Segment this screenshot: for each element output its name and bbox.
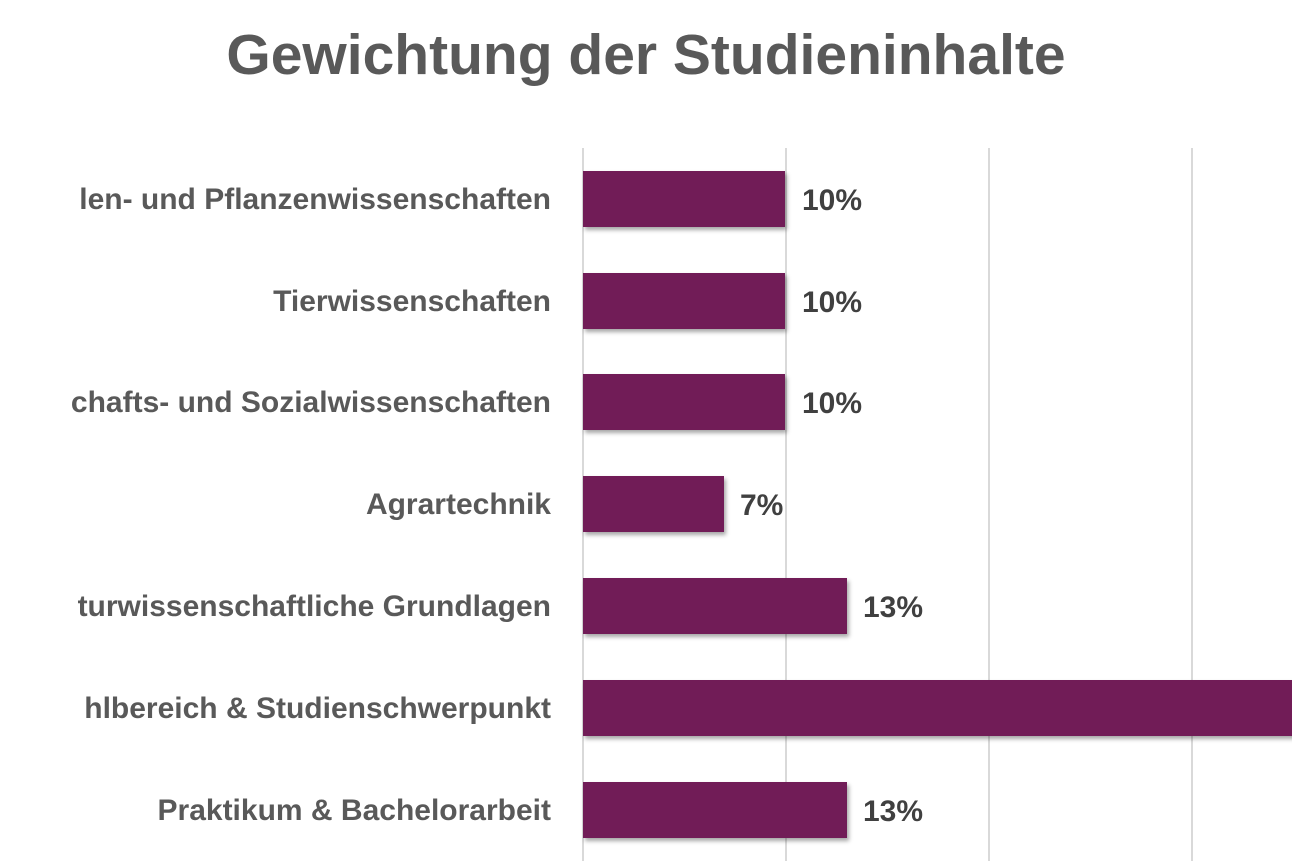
- bar-row: Agrartechnik 7%: [0, 476, 1292, 534]
- value-label: 13%: [863, 591, 924, 624]
- category-label: chafts- und Sozialwissenschaften: [70, 386, 551, 419]
- gridline-30: [1191, 148, 1193, 861]
- bar-row: Tierwissenschaften 10%: [0, 273, 1292, 331]
- gridline-20: [988, 148, 990, 861]
- bar: [583, 476, 724, 532]
- bar: [583, 171, 785, 227]
- bar: [583, 273, 785, 329]
- bar: [583, 782, 847, 838]
- value-label: 10%: [802, 387, 863, 420]
- category-label: Agrartechnik: [365, 488, 551, 521]
- bar: [583, 680, 1292, 736]
- bar: [583, 578, 847, 634]
- bar-row: Praktikum & Bachelorarbeit 13%: [0, 782, 1292, 840]
- bar-row: turwissenschaftliche Grundlagen 13%: [0, 578, 1292, 636]
- chart-title: Gewichtung der Studieninhalte: [226, 23, 1066, 87]
- category-label: turwissenschaftliche Grundlagen: [77, 590, 551, 623]
- category-label: Praktikum & Bachelorarbeit: [157, 794, 551, 827]
- bar-row: chafts- und Sozialwissenschaften 10%: [0, 374, 1292, 432]
- value-label: 10%: [802, 286, 863, 319]
- category-label: len- und Pflanzenwissenschaften: [79, 183, 551, 216]
- value-label: 7%: [740, 489, 784, 522]
- category-label: Tierwissenschaften: [273, 285, 551, 318]
- bar-row: hlbereich & Studienschwerpunkt: [0, 680, 1292, 738]
- value-label: 13%: [863, 795, 924, 828]
- gridline-10: [785, 148, 787, 861]
- bar-row: len- und Pflanzenwissenschaften 10%: [0, 171, 1292, 229]
- category-label: hlbereich & Studienschwerpunkt: [84, 692, 551, 725]
- bar: [583, 374, 785, 430]
- value-label: 10%: [802, 184, 863, 217]
